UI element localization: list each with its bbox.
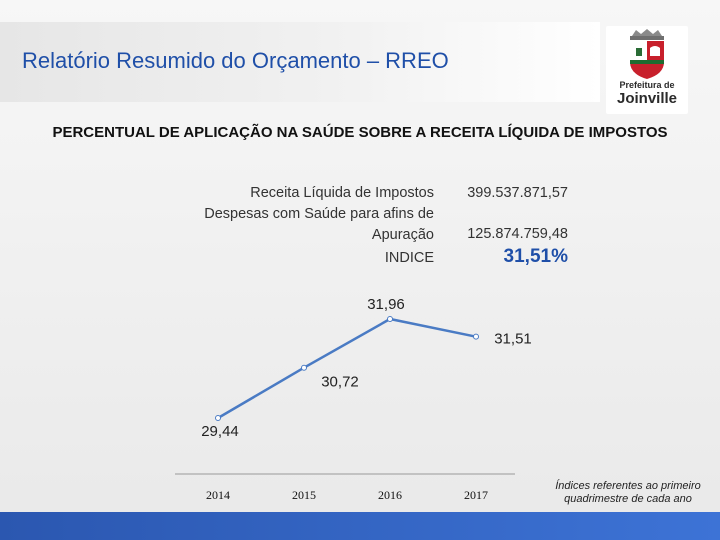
- summary-label-despesas-line1: Despesas com Saúde para afins de: [204, 206, 434, 222]
- x-tick-label: 2017: [464, 488, 488, 502]
- series-line: [217, 317, 477, 420]
- x-tick-label: 2016: [378, 488, 402, 502]
- data-point: [473, 333, 479, 340]
- data-label: 31,51: [494, 331, 532, 348]
- x-tick-label: 2015: [292, 488, 316, 502]
- data-point: [301, 364, 307, 371]
- summary-label-indice: INDICE: [384, 250, 434, 266]
- data-point: [387, 316, 393, 322]
- header-band: [0, 22, 600, 102]
- city-logo: Prefeitura de Joinville: [606, 26, 688, 114]
- coat-of-arms-icon: [630, 29, 664, 79]
- chart-subtitle: PERCENTUAL DE APLICAÇÃO NA SAÚDE SOBRE A…: [52, 124, 668, 141]
- summary-value-indice: 31,51%: [503, 246, 568, 267]
- summary-label-despesas-line2: Apuração: [371, 227, 434, 243]
- page-title: Relatório Resumido do Orçamento – RREO: [22, 48, 449, 73]
- x-tick-label: 2014: [206, 488, 230, 502]
- footnote-line: Índices referentes ao primeiro: [555, 480, 701, 492]
- footnote-line: quadrimestre de cada ano: [564, 493, 692, 505]
- summary-value-despesas: 125.874.759,48: [467, 226, 568, 242]
- bottom-accent-bar: [0, 512, 720, 540]
- data-label: 30,72: [321, 374, 359, 391]
- summary-value-receita: 399.537.871,57: [467, 185, 568, 201]
- summary-label-receita: Receita Líquida de Impostos: [250, 185, 434, 201]
- logo-text-prefeitura: Prefeitura de: [619, 80, 675, 90]
- data-point: [215, 415, 221, 421]
- data-label: 29,44: [201, 423, 239, 440]
- logo-text-joinville: Joinville: [616, 90, 678, 107]
- data-label: 31,96: [367, 296, 405, 313]
- footnote: Índices referentes ao primeiro quadrimes…: [538, 480, 718, 506]
